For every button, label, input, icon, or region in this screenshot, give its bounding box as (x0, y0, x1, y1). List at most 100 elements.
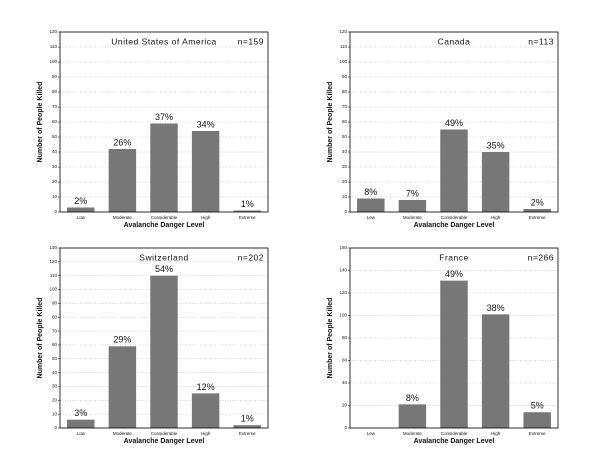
x-tick-label: Extreme (529, 215, 546, 220)
y-tick-label: 50 (342, 134, 348, 139)
y-tick-label: 70 (52, 104, 58, 109)
annotation: n=202 (238, 252, 264, 262)
y-tick-label: 40 (52, 149, 58, 154)
y-tick-label: 100 (339, 313, 347, 318)
y-tick-label: 20 (342, 403, 348, 408)
y-tick-label: 80 (52, 89, 58, 94)
x-axis-label: Avalanche Danger Level (124, 438, 205, 445)
data-label: 12% (197, 382, 215, 392)
data-label: 7% (406, 188, 419, 198)
data-label: 34% (197, 119, 215, 129)
x-tick-label: Considerable (441, 215, 468, 220)
y-tick-label: 50 (52, 356, 58, 361)
y-tick-label: 10 (52, 411, 58, 416)
bar (440, 129, 468, 212)
bar (440, 280, 468, 428)
y-tick-label: 40 (342, 380, 348, 385)
y-axis-label: Number of People Killed (327, 298, 334, 379)
annotation: n=113 (528, 36, 554, 46)
plot-frame (349, 31, 559, 213)
chart-title: Canada (438, 36, 471, 46)
data-label: 8% (364, 187, 377, 197)
y-tick-label: 100 (49, 59, 57, 64)
y-tick-label: 10 (52, 194, 58, 199)
y-tick-label: 110 (50, 44, 58, 49)
x-tick-label: High (201, 431, 211, 436)
y-tick-label: 50 (52, 134, 58, 139)
y-tick-label: 0 (54, 209, 57, 214)
x-tick-label: Extreme (529, 431, 546, 436)
data-label: 54% (155, 264, 173, 274)
plot-frame (59, 247, 269, 429)
bar (233, 210, 261, 212)
y-tick-label: 70 (342, 104, 348, 109)
y-tick-label: 90 (52, 74, 58, 79)
x-tick-label: High (201, 215, 211, 220)
bar (233, 425, 261, 428)
y-tick-label: 100 (49, 287, 57, 292)
y-tick-label: 110 (50, 273, 58, 278)
x-tick-label: Low (77, 215, 86, 220)
y-tick-label: 0 (344, 209, 347, 214)
bar (523, 209, 551, 212)
bar (108, 149, 137, 212)
y-tick-label: 40 (52, 370, 58, 375)
y-tick-label: 30 (52, 384, 58, 389)
y-tick-label: 120 (339, 290, 347, 295)
bar (357, 198, 385, 212)
y-tick-label: 20 (342, 179, 348, 184)
x-tick-label: Considerable (441, 431, 468, 436)
bar (67, 419, 95, 428)
y-tick-label: 120 (49, 29, 57, 34)
y-tick-label: 30 (342, 164, 348, 169)
data-label: 38% (487, 303, 505, 313)
plot-frame (59, 31, 269, 213)
y-tick-label: 20 (52, 179, 58, 184)
chart-title: France (439, 252, 468, 262)
x-tick-label: Low (77, 431, 86, 436)
y-tick-label: 140 (339, 268, 347, 273)
bar (481, 152, 510, 212)
bar (523, 412, 551, 428)
y-tick-label: 130 (49, 245, 57, 250)
data-label: 29% (113, 335, 131, 345)
y-tick-label: 60 (342, 358, 348, 363)
y-axis-label: Number of People Killed (37, 298, 44, 379)
data-label: 49% (445, 118, 463, 128)
x-tick-label: Moderate (113, 431, 133, 436)
y-tick-label: 70 (52, 328, 58, 333)
data-label: 49% (445, 269, 463, 279)
y-tick-label: 30 (52, 164, 58, 169)
x-tick-label: Extreme (239, 215, 256, 220)
bar (191, 131, 220, 212)
data-label: 1% (241, 414, 254, 424)
bar (398, 200, 427, 212)
y-tick-label: 80 (52, 314, 58, 319)
x-tick-label: Moderate (113, 215, 133, 220)
y-tick-label: 90 (342, 74, 348, 79)
x-tick-label: Low (367, 431, 376, 436)
bar (481, 314, 510, 428)
x-axis-label: Avalanche Danger Level (414, 222, 495, 229)
x-tick-label: Considerable (151, 431, 178, 436)
data-label: 26% (113, 137, 131, 147)
x-tick-label: High (491, 215, 501, 220)
x-tick-label: High (491, 431, 501, 436)
data-label: 5% (531, 401, 544, 411)
y-tick-label: 10 (342, 194, 348, 199)
x-tick-label: Moderate (403, 431, 423, 436)
y-tick-label: 80 (342, 335, 348, 340)
data-label: 8% (406, 393, 419, 403)
data-label: 37% (155, 112, 173, 122)
annotation: n=266 (528, 252, 554, 262)
bar (150, 123, 178, 212)
data-label: 2% (74, 196, 87, 206)
y-tick-label: 160 (339, 245, 347, 250)
bar (191, 393, 220, 428)
y-tick-label: 110 (340, 44, 348, 49)
x-tick-label: Extreme (239, 431, 256, 436)
y-tick-label: 60 (52, 342, 58, 347)
data-label: 3% (74, 408, 87, 418)
y-tick-label: 0 (54, 425, 57, 430)
